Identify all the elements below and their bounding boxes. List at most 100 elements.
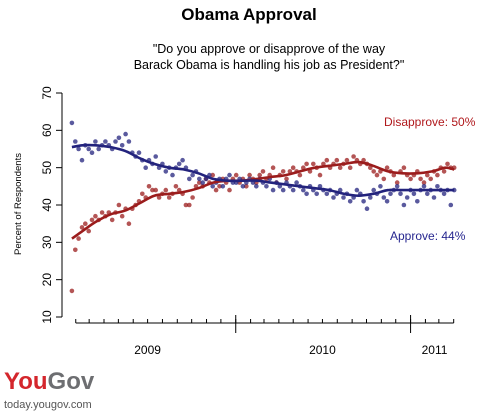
approve-point (190, 172, 195, 178)
disapprove-point (425, 172, 430, 178)
approve-point (388, 191, 393, 197)
approve-point (364, 206, 370, 211)
disapprove-point (140, 191, 145, 197)
approve-point (324, 191, 330, 197)
disapprove-point (311, 161, 316, 167)
disapprove-point (280, 169, 286, 174)
approve-point (371, 187, 377, 193)
disapprove-point (163, 187, 169, 193)
logo-text-you: You (4, 368, 48, 395)
disapprove-point (394, 180, 400, 185)
x-year-label-2009: 2009 (134, 343, 161, 357)
disapprove-point (347, 165, 353, 170)
disapprove-point (290, 165, 296, 170)
disapprove-point (73, 247, 78, 253)
approve-point (86, 146, 91, 152)
approve-point (404, 195, 410, 200)
approve-point (113, 139, 118, 144)
y-tick-label-50: 50 (40, 161, 54, 175)
disapprove-point (89, 217, 95, 223)
approve-point (227, 172, 232, 178)
disapprove-point (109, 217, 115, 223)
approve-point (170, 172, 175, 178)
disapprove-trend-line (71, 160, 455, 240)
approve-point (441, 191, 447, 197)
approve-point (163, 169, 169, 174)
disapprove-point (428, 176, 434, 182)
y-axis: 10 20 30 40 50 60 70 (40, 86, 63, 324)
logo-text-gov: Gov (48, 368, 95, 395)
approve-point (93, 139, 98, 144)
approve-point (337, 187, 343, 193)
disapprove-point (301, 165, 306, 170)
disapprove-point (99, 210, 105, 215)
approve-point (401, 202, 407, 208)
approve-point (96, 146, 101, 152)
disapprove-point (210, 172, 215, 178)
disapprove-point (86, 228, 91, 234)
disapprove-point (284, 176, 289, 182)
disapprove-point (435, 172, 440, 178)
approve-point (119, 143, 125, 148)
approve-trend-line (71, 143, 455, 197)
x-year-label-2010: 2010 (309, 343, 336, 357)
approve-point (331, 195, 336, 200)
approve-point (187, 176, 192, 182)
disapprove-point (150, 187, 155, 193)
disapprove-point (93, 213, 98, 219)
approve-point (368, 195, 373, 200)
approve-point (435, 184, 440, 189)
disapprove-point (334, 157, 340, 163)
disapprove-point (401, 165, 407, 170)
approve-point (180, 157, 185, 163)
disapprove-point (126, 221, 132, 226)
approve-point (73, 139, 78, 144)
disapprove-point (445, 161, 450, 167)
disapprove-point (76, 236, 81, 241)
disapprove-point (166, 195, 172, 200)
disapprove-point (317, 172, 323, 178)
disapprove-point (344, 157, 350, 163)
approve-point (421, 184, 427, 189)
chart-subtitle-line-2: Barack Obama is handling his job as Pres… (134, 58, 405, 72)
approve-point (76, 146, 81, 152)
approve-point (270, 187, 276, 193)
y-tick-label-70: 70 (40, 86, 54, 100)
disapprove-series-label: Disapprove: 50% (384, 115, 476, 129)
disapprove-point (337, 165, 343, 170)
y-tick-label-30: 30 (40, 235, 54, 249)
approve-point (398, 191, 403, 197)
x-year-label-2011: 2011 (422, 343, 448, 357)
y-tick-label-60: 60 (40, 123, 54, 137)
disapprove-point (304, 161, 309, 167)
disapprove-point (173, 184, 179, 189)
approve-point (294, 180, 299, 185)
approve-point (301, 187, 306, 193)
approve-point (361, 199, 366, 204)
chart-title: Obama Approval (181, 5, 316, 24)
approve-point (69, 120, 75, 126)
approve-point (136, 150, 142, 155)
disapprove-point (381, 176, 387, 182)
data-points (69, 120, 457, 294)
y-tick-label-20: 20 (40, 273, 54, 287)
approve-point (116, 135, 122, 141)
disapprove-point (351, 154, 356, 159)
approve-point (378, 184, 383, 189)
approve-point (394, 184, 400, 189)
disapprove-point (374, 172, 380, 178)
disapprove-point (270, 165, 276, 170)
approve-point (354, 187, 360, 193)
disapprove-point (324, 157, 330, 163)
disapprove-point (227, 187, 232, 193)
approve-point (123, 131, 128, 137)
disapprove-point (116, 202, 122, 208)
approve-point (304, 191, 309, 197)
svg-text:YouGov: YouGov (4, 368, 95, 395)
disapprove-point (213, 187, 219, 193)
disapprove-point (83, 221, 88, 226)
disapprove-point (418, 176, 423, 182)
disapprove-point (197, 180, 202, 185)
disapprove-point (244, 184, 249, 189)
